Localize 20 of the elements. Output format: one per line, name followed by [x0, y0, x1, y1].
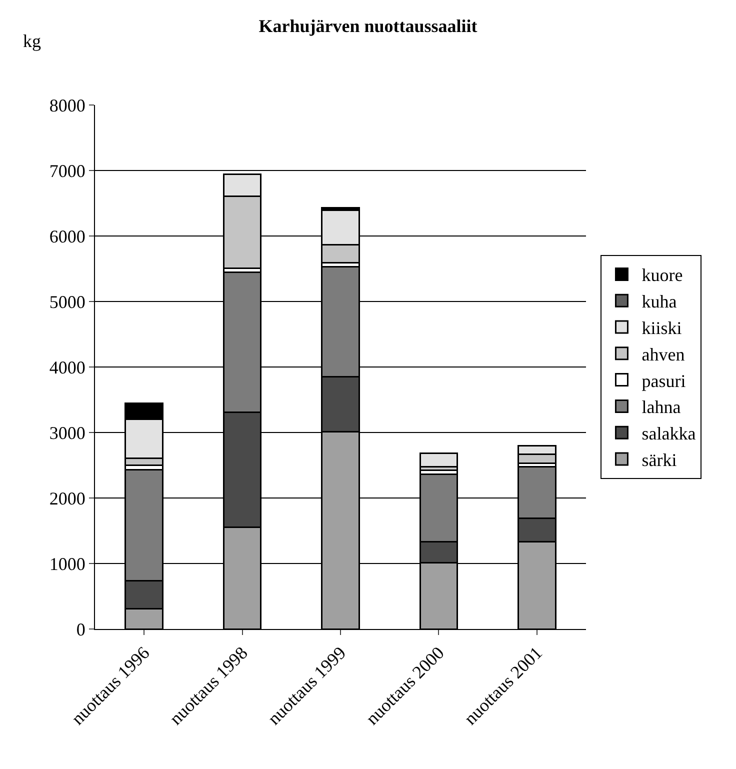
y-tick-label: 6000	[49, 226, 86, 246]
legend-label: salakka	[642, 424, 696, 444]
y-tick-label: 2000	[49, 488, 86, 508]
y-tick-label: 4000	[49, 357, 86, 378]
legend-label: pasuri	[642, 370, 686, 391]
legend-label: kuha	[642, 292, 677, 312]
y-tick-label: 3000	[49, 422, 86, 443]
y-tick-label: 8000	[49, 95, 86, 116]
legend-label: kiiski	[642, 318, 682, 338]
legend-label: särki	[642, 450, 677, 470]
y-tick-label: 7000	[49, 160, 86, 181]
y-tick-label: 5000	[49, 292, 86, 312]
legend-label: kuore	[642, 265, 683, 286]
y-tick-label: 1000	[49, 554, 86, 574]
legend-label: ahven	[642, 344, 685, 364]
y-axis-title: kg	[23, 31, 41, 51]
bar	[419, 452, 458, 468]
chart-title: Karhujärven nuottaussaaliit	[258, 16, 478, 36]
legend-label: lahna	[642, 397, 681, 418]
y-tick-label: 0	[76, 619, 86, 640]
